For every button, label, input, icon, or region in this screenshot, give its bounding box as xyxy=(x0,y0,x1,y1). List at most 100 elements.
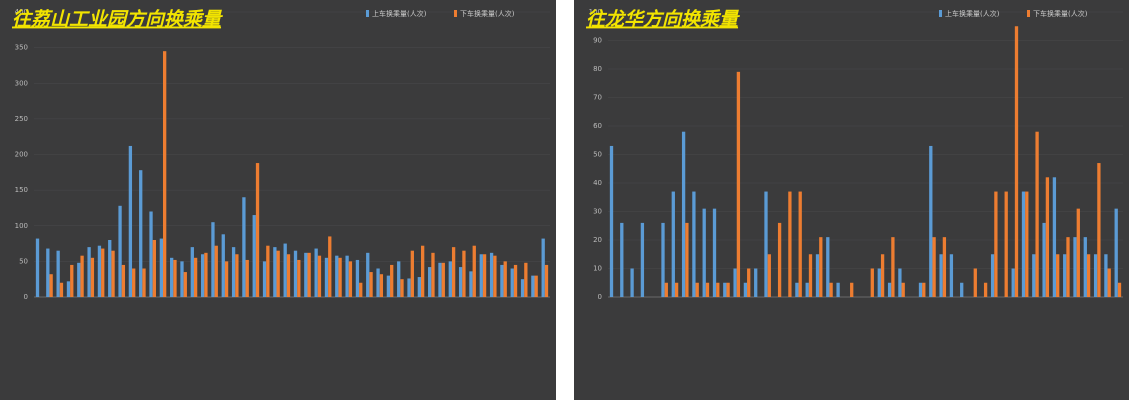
bar xyxy=(973,268,977,297)
bar xyxy=(736,71,741,297)
bar xyxy=(128,145,133,297)
bar xyxy=(990,254,995,297)
legend-swatch xyxy=(366,10,369,17)
y-tick-label: 20 xyxy=(593,236,602,244)
bar xyxy=(681,131,686,297)
bar xyxy=(407,278,411,297)
bar xyxy=(87,247,91,297)
bar xyxy=(431,252,435,297)
bar xyxy=(493,255,497,297)
bar xyxy=(887,282,892,297)
bar xyxy=(531,275,535,297)
bar xyxy=(304,252,308,297)
bar xyxy=(366,252,370,297)
bar xyxy=(836,282,840,297)
bar xyxy=(489,252,494,297)
bar xyxy=(510,268,514,297)
bar xyxy=(108,240,112,297)
bar xyxy=(314,248,318,297)
bar xyxy=(1056,254,1060,297)
bar xyxy=(692,191,696,297)
bar xyxy=(870,268,874,297)
bar xyxy=(609,145,614,297)
bar xyxy=(777,222,782,297)
bar xyxy=(173,259,177,297)
bar xyxy=(712,208,717,297)
bar xyxy=(1025,191,1029,297)
y-tick-label: 150 xyxy=(15,186,28,194)
bar xyxy=(170,257,174,297)
bar xyxy=(726,282,730,297)
bar xyxy=(880,254,885,297)
bar xyxy=(1014,26,1019,297)
legend-label: 上车换乘量(人次) xyxy=(372,9,427,18)
bar xyxy=(630,268,634,297)
bar xyxy=(754,268,758,297)
bar xyxy=(286,254,291,297)
bar xyxy=(1004,191,1008,297)
bar xyxy=(472,245,476,297)
bar xyxy=(80,255,84,297)
bar xyxy=(70,264,74,297)
bar xyxy=(101,248,105,297)
bar xyxy=(204,252,208,297)
bar xyxy=(795,282,799,297)
bar xyxy=(335,255,339,297)
y-tick-label: 0 xyxy=(598,293,602,301)
bar xyxy=(379,274,384,297)
bar xyxy=(716,282,720,297)
y-tick-label: 10 xyxy=(593,265,602,273)
y-tick-label: 400 xyxy=(15,8,28,16)
bar xyxy=(386,275,391,297)
bar xyxy=(1107,268,1111,297)
bar xyxy=(808,254,813,297)
bar xyxy=(723,282,727,297)
bar xyxy=(221,234,225,297)
legend-swatch xyxy=(1027,10,1030,17)
bar xyxy=(520,279,525,297)
y-tick-label: 90 xyxy=(593,37,602,45)
bar xyxy=(503,261,507,297)
bar xyxy=(764,191,768,297)
bar xyxy=(932,237,936,297)
bar xyxy=(307,252,311,297)
bar xyxy=(224,261,229,297)
bar xyxy=(118,205,122,297)
bar xyxy=(733,268,737,297)
bar xyxy=(1066,237,1070,297)
legend-swatch xyxy=(454,10,457,17)
bar xyxy=(500,264,504,297)
bar xyxy=(664,282,668,297)
bar xyxy=(438,262,442,297)
bar xyxy=(1052,177,1057,297)
bar xyxy=(901,282,905,297)
bar xyxy=(1086,254,1091,297)
bar xyxy=(421,245,425,297)
bar xyxy=(743,282,748,297)
bar xyxy=(544,264,549,297)
bar xyxy=(273,247,277,297)
bar xyxy=(59,282,64,297)
bar xyxy=(190,247,194,297)
bar xyxy=(355,259,360,297)
bar xyxy=(49,274,53,297)
bar xyxy=(317,255,322,297)
bar xyxy=(262,261,267,297)
bar xyxy=(1063,254,1067,297)
bar xyxy=(200,254,205,297)
bar xyxy=(939,254,943,297)
bar xyxy=(90,257,95,297)
bar xyxy=(671,191,675,297)
bar xyxy=(324,257,329,297)
y-tick-label: 70 xyxy=(593,94,602,102)
bar xyxy=(448,261,452,297)
bar xyxy=(541,238,545,297)
chart-title: 往龙华方向换乘量 xyxy=(586,9,740,31)
bar xyxy=(695,282,699,297)
bar xyxy=(482,254,487,297)
bar xyxy=(111,250,115,297)
bar xyxy=(1073,237,1077,297)
bar xyxy=(410,250,414,297)
